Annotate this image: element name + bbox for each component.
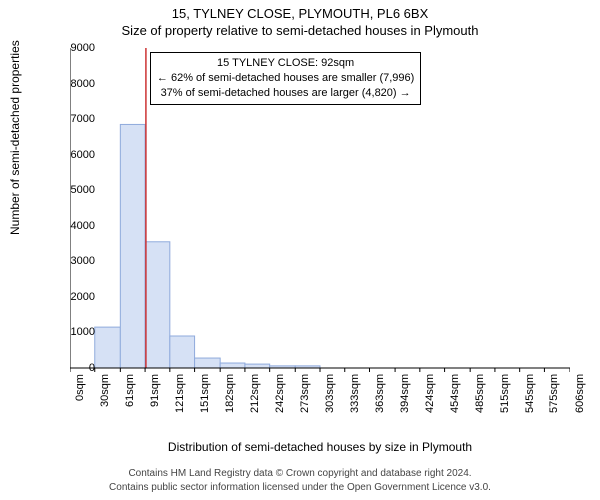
x-tick-label: 363sqm (374, 374, 386, 413)
histogram-bar (145, 242, 170, 368)
y-tick-label: 4000 (71, 220, 95, 232)
x-tick-label: 485sqm (474, 374, 486, 413)
y-tick-label: 5000 (71, 184, 95, 196)
footer-attribution: Contains HM Land Registry data © Crown c… (0, 467, 600, 494)
y-tick-label: 2000 (71, 291, 95, 303)
histogram-bar (170, 336, 195, 368)
x-tick-label: 515sqm (499, 374, 511, 413)
chart-title-line1: 15, TYLNEY CLOSE, PLYMOUTH, PL6 6BX (0, 6, 600, 21)
x-tick-label: 30sqm (99, 374, 111, 407)
x-tick-label: 454sqm (449, 374, 461, 413)
x-tick-label: 606sqm (574, 374, 586, 413)
x-axis-label: Distribution of semi-detached houses by … (70, 440, 570, 454)
x-tick-label: 303sqm (324, 374, 336, 413)
footer-line1: Contains HM Land Registry data © Crown c… (0, 467, 600, 481)
x-tick-label: 0sqm (74, 374, 86, 401)
y-tick-label: 7000 (71, 113, 95, 125)
footer-line2: Contains public sector information licen… (0, 481, 600, 495)
y-tick-label: 9000 (71, 42, 95, 54)
x-tick-label: 394sqm (399, 374, 411, 413)
y-tick-label: 8000 (71, 78, 95, 90)
x-tick-label: 575sqm (548, 374, 560, 413)
annotation-line2: ← 62% of semi-detached houses are smalle… (157, 71, 414, 86)
x-tick-label: 61sqm (124, 374, 136, 407)
x-tick-label: 273sqm (299, 374, 311, 413)
x-tick-label: 121sqm (174, 374, 186, 413)
y-tick-label: 3000 (71, 255, 95, 267)
histogram-bar (120, 124, 145, 368)
x-tick-label: 424sqm (424, 374, 436, 413)
x-tick-label: 333sqm (349, 374, 361, 413)
x-tick-label: 242sqm (274, 374, 286, 413)
y-tick-label: 1000 (71, 326, 95, 338)
annotation-line3: 37% of semi-detached houses are larger (… (157, 86, 414, 101)
y-tick-label: 0 (89, 362, 95, 374)
chart-title-line2: Size of property relative to semi-detach… (0, 23, 600, 38)
histogram-bar (95, 327, 121, 368)
annotation-box: 15 TYLNEY CLOSE: 92sqm← 62% of semi-deta… (150, 52, 421, 105)
x-tick-label: 151sqm (199, 374, 211, 413)
x-tick-label: 91sqm (149, 374, 161, 407)
annotation-line1: 15 TYLNEY CLOSE: 92sqm (157, 56, 414, 71)
histogram-bar (220, 363, 245, 368)
y-axis-label: Number of semi-detached properties (8, 40, 22, 235)
histogram-bar (195, 358, 221, 368)
y-tick-label: 6000 (71, 149, 95, 161)
x-tick-label: 212sqm (249, 374, 261, 413)
histogram-bar (245, 364, 270, 368)
x-tick-label: 182sqm (224, 374, 236, 413)
x-tick-label: 545sqm (524, 374, 536, 413)
